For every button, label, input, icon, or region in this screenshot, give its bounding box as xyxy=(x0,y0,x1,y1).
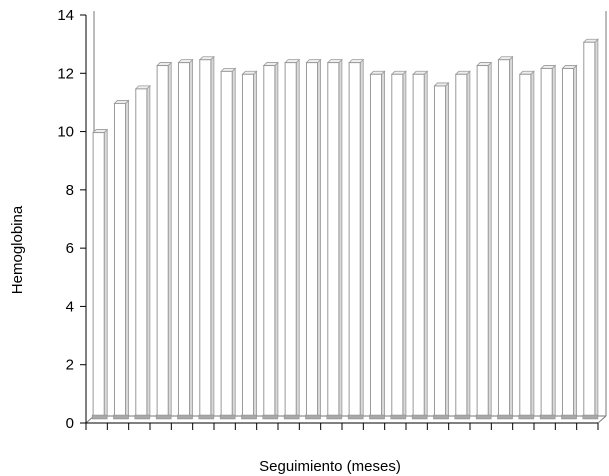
y-tick-label: 8 xyxy=(66,182,74,199)
bar xyxy=(497,55,514,420)
bar xyxy=(433,81,450,420)
bar xyxy=(198,55,215,420)
y-tick-label: 6 xyxy=(66,240,74,257)
y-tick-label: 4 xyxy=(66,298,74,315)
bar xyxy=(177,58,194,420)
bar xyxy=(91,128,109,420)
bar xyxy=(347,58,365,420)
bar xyxy=(369,70,386,420)
y-tick-label: 0 xyxy=(66,415,74,432)
bar xyxy=(390,70,407,420)
bar xyxy=(561,64,578,420)
y-axis: 0 2 4 6 8 10 12 14 xyxy=(57,7,87,432)
bars xyxy=(91,38,599,420)
bar xyxy=(113,99,130,420)
bar xyxy=(582,38,599,420)
bar xyxy=(155,61,173,420)
bar xyxy=(219,67,237,420)
bar xyxy=(539,64,557,420)
y-tick-label: 12 xyxy=(57,65,74,82)
bar xyxy=(262,61,279,420)
bar xyxy=(326,58,343,420)
bar xyxy=(241,70,258,420)
bar xyxy=(283,58,301,420)
bar xyxy=(475,61,493,420)
bar xyxy=(411,70,429,420)
y-tick-label: 10 xyxy=(57,124,74,141)
y-tick-label: 2 xyxy=(66,357,74,374)
bar xyxy=(134,84,151,420)
y-axis-title: Hemoglobina xyxy=(9,205,26,294)
x-axis xyxy=(85,422,599,430)
bar xyxy=(305,58,322,420)
bar xyxy=(518,70,535,420)
bar xyxy=(454,70,471,420)
x-axis-title: Seguimiento (meses) xyxy=(259,458,401,475)
y-tick-label: 14 xyxy=(57,7,74,24)
